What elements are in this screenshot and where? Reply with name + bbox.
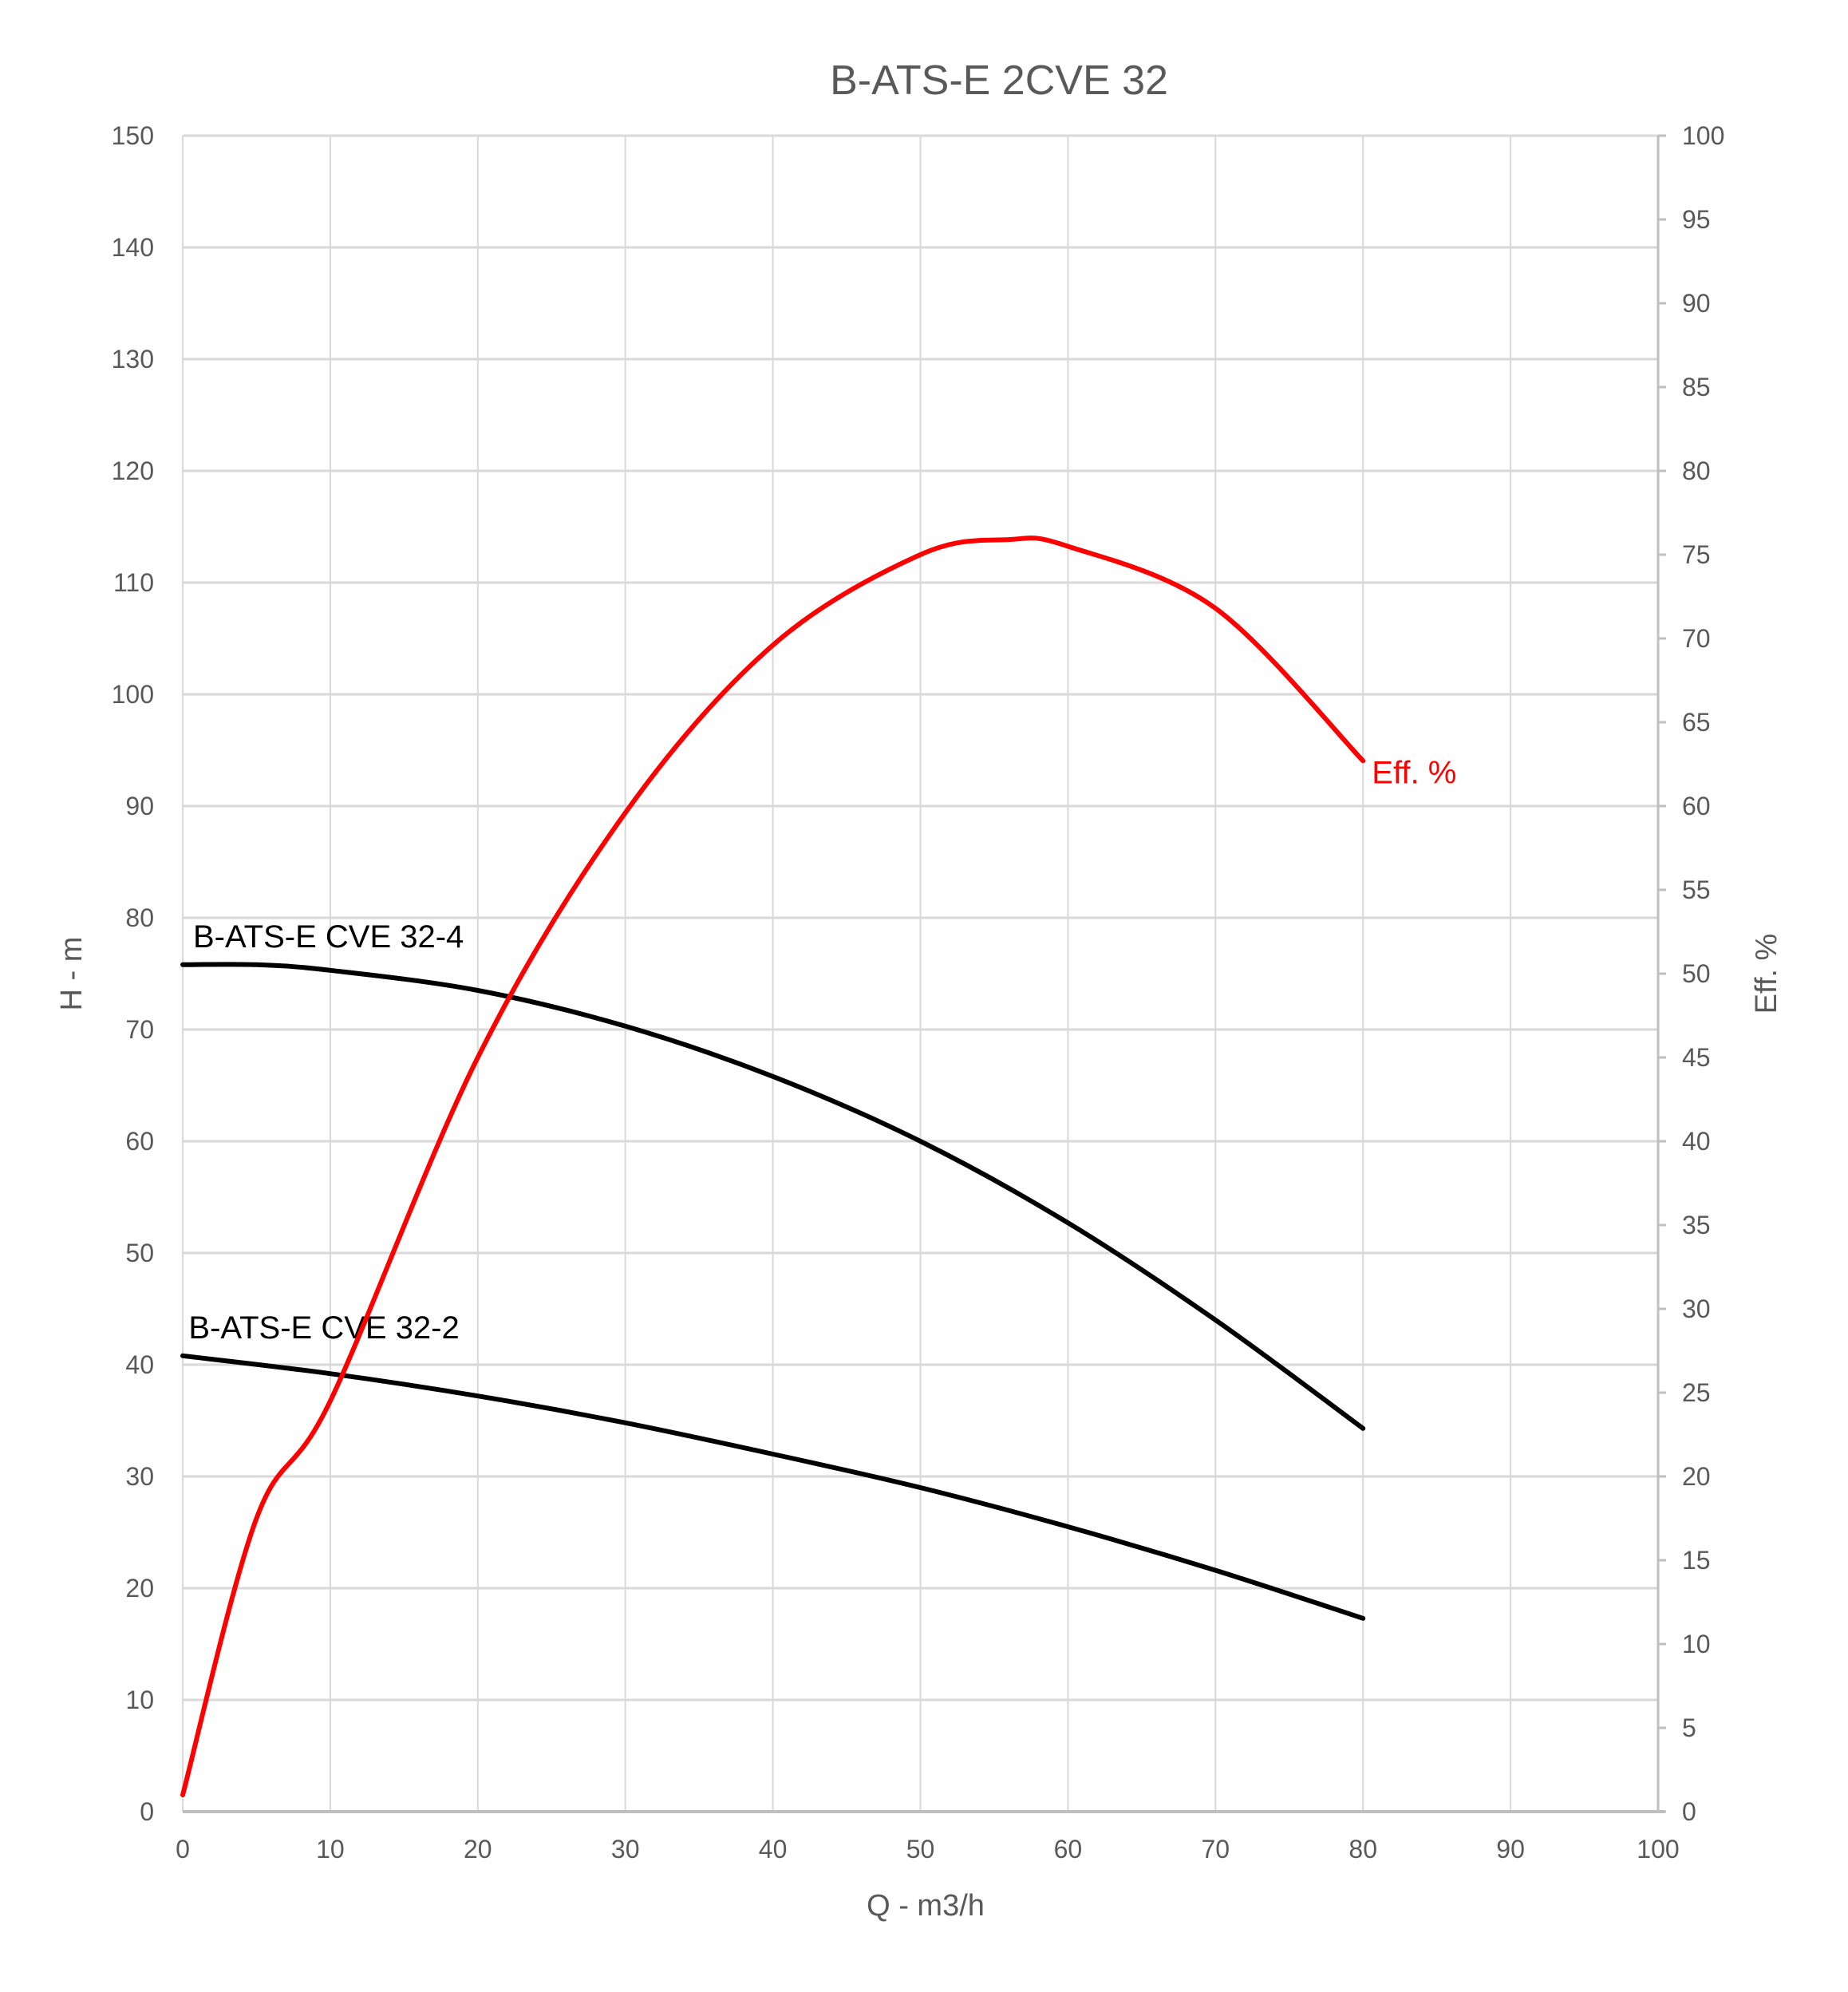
y-tick-label: 30 <box>125 1462 154 1491</box>
y-tick-label: 40 <box>125 1350 154 1379</box>
series-line-b-ats-e-cve-32-2 <box>180 1353 1366 1621</box>
series-label-b-ats-e-cve-32-4: B-ATS-E CVE 32-4 <box>193 919 464 955</box>
y2-tick-label: 15 <box>1682 1546 1711 1575</box>
y2-tick-label: 75 <box>1682 540 1711 569</box>
y-tick-label: 20 <box>125 1574 154 1603</box>
y2-tick-label: 70 <box>1682 624 1711 653</box>
y-tick-label: 60 <box>125 1127 154 1156</box>
y-tick-label: 100 <box>112 680 154 709</box>
y2-tick-label: 60 <box>1682 792 1711 820</box>
y2-tick-label: 5 <box>1682 1713 1696 1742</box>
x-tick-label: 90 <box>1496 1835 1525 1864</box>
y2-tick-label: 20 <box>1682 1462 1711 1491</box>
series-label-eff: Eff. % <box>1372 755 1456 790</box>
x-tick-label: 80 <box>1348 1835 1377 1864</box>
y2-tick-label: 100 <box>1682 121 1724 150</box>
x-tick-label: 30 <box>611 1835 640 1864</box>
y2-tick-label: 55 <box>1682 875 1711 904</box>
series-line-b-ats-e-cve-32-4 <box>180 962 1366 1431</box>
gridlines <box>182 134 1659 1813</box>
y-tick-label: 130 <box>112 345 154 374</box>
y2-tick-label: 80 <box>1682 457 1711 485</box>
x-tick-label: 10 <box>316 1835 345 1864</box>
y-tick-label: 0 <box>140 1797 154 1826</box>
y-tick-label: 120 <box>112 457 154 485</box>
y2-tick-label: 10 <box>1682 1630 1711 1658</box>
x-tick-label: 40 <box>759 1835 788 1864</box>
y2-tick-label: 25 <box>1682 1378 1711 1407</box>
y-tick-label: 140 <box>112 233 154 262</box>
y2-tick-label: 35 <box>1682 1211 1711 1239</box>
axes: 0 10 20 30 40 50 60 70 80 90 100010203040506070809… <box>112 121 1725 1864</box>
y2-tick-label: 30 <box>1682 1294 1711 1323</box>
y-tick-label: 90 <box>125 792 154 820</box>
series-label-b-ats-e-cve-32-2: B-ATS-E CVE 32-2 <box>188 1310 459 1346</box>
series-line-eff <box>180 536 1366 1797</box>
y-tick-label: 70 <box>125 1015 154 1044</box>
y2-tick-label: 65 <box>1682 708 1711 737</box>
x-tick-label: 70 <box>1202 1835 1230 1864</box>
y2-tick-label: 95 <box>1682 205 1711 234</box>
x-tick-label: 60 <box>1054 1835 1083 1864</box>
y2-axis-label: Eff. % <box>1750 934 1783 1014</box>
series-group: B-ATS-E CVE 32-4 B-ATS-E CVE 32-2 Eff. % <box>180 536 1456 1797</box>
y-tick-label: 10 <box>125 1686 154 1714</box>
y2-tick-label: 40 <box>1682 1127 1711 1156</box>
x-tick-label: 100 <box>1637 1835 1679 1864</box>
y2-tick-label: 0 <box>1682 1797 1696 1826</box>
y2-tick-label: 85 <box>1682 373 1711 401</box>
x-tick-label: 20 <box>464 1835 492 1864</box>
y-tick-label: 110 <box>113 568 154 597</box>
y-tick-label: 150 <box>112 121 154 150</box>
y-tick-label: 80 <box>125 903 154 932</box>
chart-title: B-ATS-E 2CVE 32 <box>830 57 1168 104</box>
x-axis-label: Q - m3/h <box>867 1889 985 1923</box>
y2-tick-label: 50 <box>1682 959 1711 988</box>
y2-tick-label: 90 <box>1682 289 1711 318</box>
x-tick-label: 50 <box>906 1835 935 1864</box>
y2-tick-label: 45 <box>1682 1043 1711 1072</box>
x-tick-label: 0 <box>176 1835 190 1864</box>
y-tick-label: 50 <box>125 1239 154 1267</box>
y-axis-label: H - m <box>55 937 89 1011</box>
